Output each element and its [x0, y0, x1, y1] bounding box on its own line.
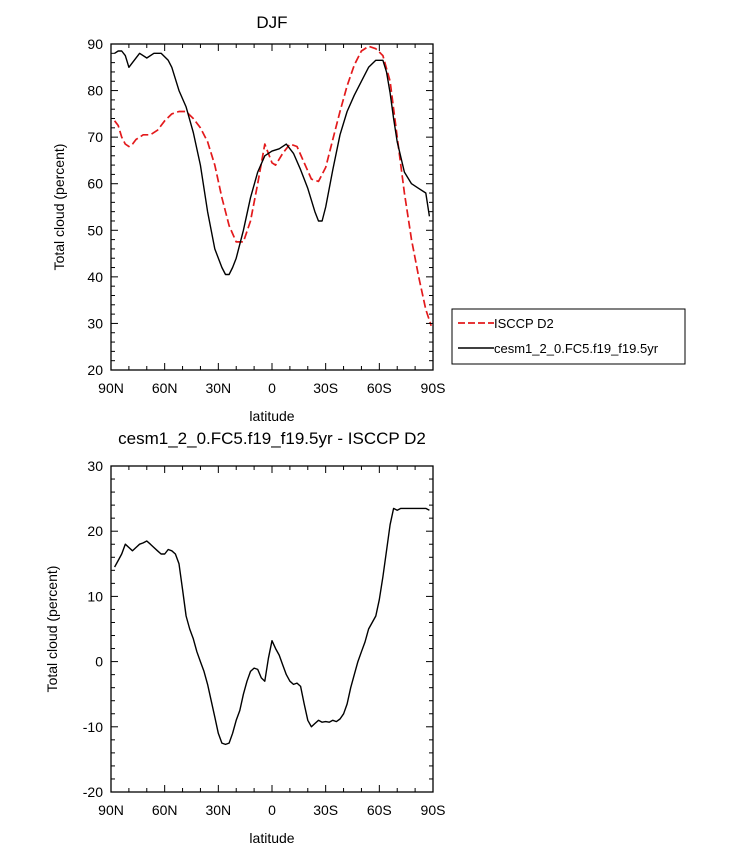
bottom-axis-ticks: 90N 60N 30N 0 30S 60S 90S -20 -10 0 10 20 30 — [83, 458, 446, 818]
top-plot-frame — [110, 43, 434, 371]
bottom-series-line-cesm — [113, 507, 430, 746]
top-series-line-cesm — [114, 50, 431, 276]
legend-label-cesm: cesm1_2_0.FC5.f19_f19.5yr — [494, 341, 659, 356]
bottom-panel: cesm1_2_0.FC5.f19_f19.5yr - ISCCP D2 90N… — [44, 429, 445, 846]
top-y-tick-label: 70 — [87, 129, 103, 145]
top-y-tick-label: 60 — [87, 176, 103, 192]
bottom-plot-area — [113, 507, 430, 746]
top-series-line-isccp — [113, 45, 433, 327]
bottom-x-tick-label: 90S — [421, 802, 446, 818]
bottom-y-tick-label: 10 — [87, 588, 103, 604]
top-y-tick-label: 50 — [87, 222, 103, 238]
bottom-x-tick-label: 60N — [152, 802, 178, 818]
bottom-y-tick-label: 30 — [87, 458, 103, 474]
bottom-x-tick-label: 90N — [98, 802, 124, 818]
bottom-x-tick-label: 30N — [205, 802, 231, 818]
bottom-x-tick-label: 60S — [367, 802, 392, 818]
top-x-tick-label: 60S — [367, 380, 392, 396]
legend-label-isccp: ISCCP D2 — [494, 316, 554, 331]
top-x-axis-label: latitude — [249, 408, 294, 424]
top-y-tick-label: 90 — [87, 36, 103, 52]
top-panel: DJF 90N 60N 30N 0 30S 60S 90S2030405060708090 … — [51, 13, 445, 424]
bottom-y-axis-label: Total cloud (percent) — [44, 566, 60, 693]
top-x-tick-label: 90N — [98, 380, 124, 396]
top-y-tick-label: 30 — [87, 315, 103, 331]
top-chart-title: DJF — [256, 13, 287, 32]
top-x-tick-label: 0 — [268, 380, 276, 396]
top-x-tick-label: 30S — [313, 380, 338, 396]
top-axis-ticks: 90N 60N 30N 0 30S 60S 90S 20 30 40 50 60 70 80 90 — [87, 36, 445, 396]
top-y-tick-label: 20 — [87, 362, 103, 378]
top-x-tick-label: 90S — [421, 380, 446, 396]
top-plot-area — [113, 45, 433, 327]
legend: ISCCP D2 cesm1_2_0.FC5.f19_f19.5yr — [451, 308, 686, 365]
top-y-tick-label: 80 — [87, 83, 103, 99]
legend-box — [451, 308, 686, 365]
top-y-tick-label: 40 — [87, 269, 103, 285]
bottom-y-tick-label: -10 — [83, 719, 103, 735]
bottom-y-tick-label: 20 — [87, 523, 103, 539]
top-x-tick-label: 60N — [152, 380, 178, 396]
bottom-x-tick-label: 30S — [313, 802, 338, 818]
bottom-plot-frame — [110, 465, 434, 793]
bottom-x-axis-label: latitude — [249, 830, 294, 846]
bottom-y-tick-label: 0 — [95, 654, 103, 670]
top-y-axis-label: Total cloud (percent) — [51, 144, 67, 271]
bottom-x-tick-label: 0 — [268, 802, 276, 818]
top-x-tick-label: 30N — [205, 380, 231, 396]
bottom-y-tick-label: -20 — [83, 784, 103, 800]
bottom-chart-title: cesm1_2_0.FC5.f19_f19.5yr - ISCCP D2 — [118, 429, 426, 448]
